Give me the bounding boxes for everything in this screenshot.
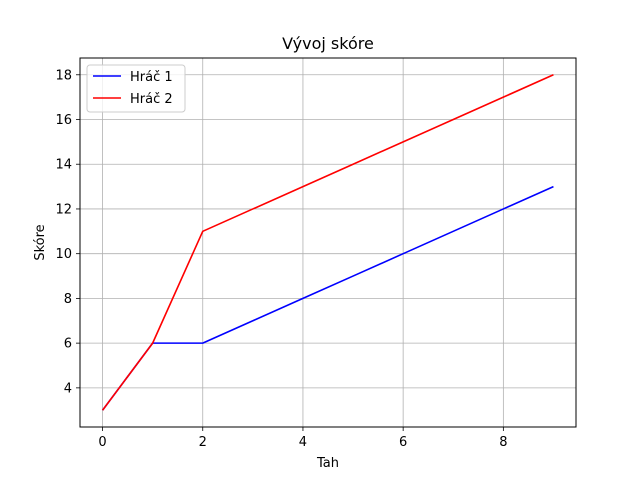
x-tick-label: 8 (499, 435, 507, 450)
y-axis-title: Skóre (33, 224, 48, 260)
x-tick-label: 6 (399, 435, 407, 450)
x-axis-title: Tah (316, 456, 339, 471)
y-tick-label: 18 (55, 68, 72, 83)
y-tick-label: 4 (64, 381, 72, 396)
ticks: 0 2 4 6 8 4 6 8 10 12 14 16 18 (55, 68, 507, 450)
y-tick-label: 14 (55, 158, 72, 173)
series-line-1 (101, 185, 554, 411)
legend-label-hrac-1: Hráč 1 (130, 70, 173, 85)
y-tick-label: 16 (55, 113, 72, 128)
y-tick-label: 12 (55, 202, 72, 217)
legend: Hráč 1 Hráč 2 (86, 64, 186, 113)
y-tick-label: 10 (55, 247, 72, 262)
chart-title: Vývoj skóre (282, 34, 374, 53)
series-group (101, 74, 554, 411)
plot-frame (79, 57, 577, 428)
grid (80, 58, 576, 427)
y-tick-label: 8 (64, 292, 72, 307)
x-tick-label: 0 (98, 435, 106, 450)
series-line-2 (101, 74, 554, 411)
x-tick-label: 2 (199, 435, 207, 450)
x-tick-label: 4 (299, 435, 307, 450)
y-tick-label: 6 (64, 337, 72, 352)
legend-label-hrac-2: Hráč 2 (130, 92, 173, 107)
